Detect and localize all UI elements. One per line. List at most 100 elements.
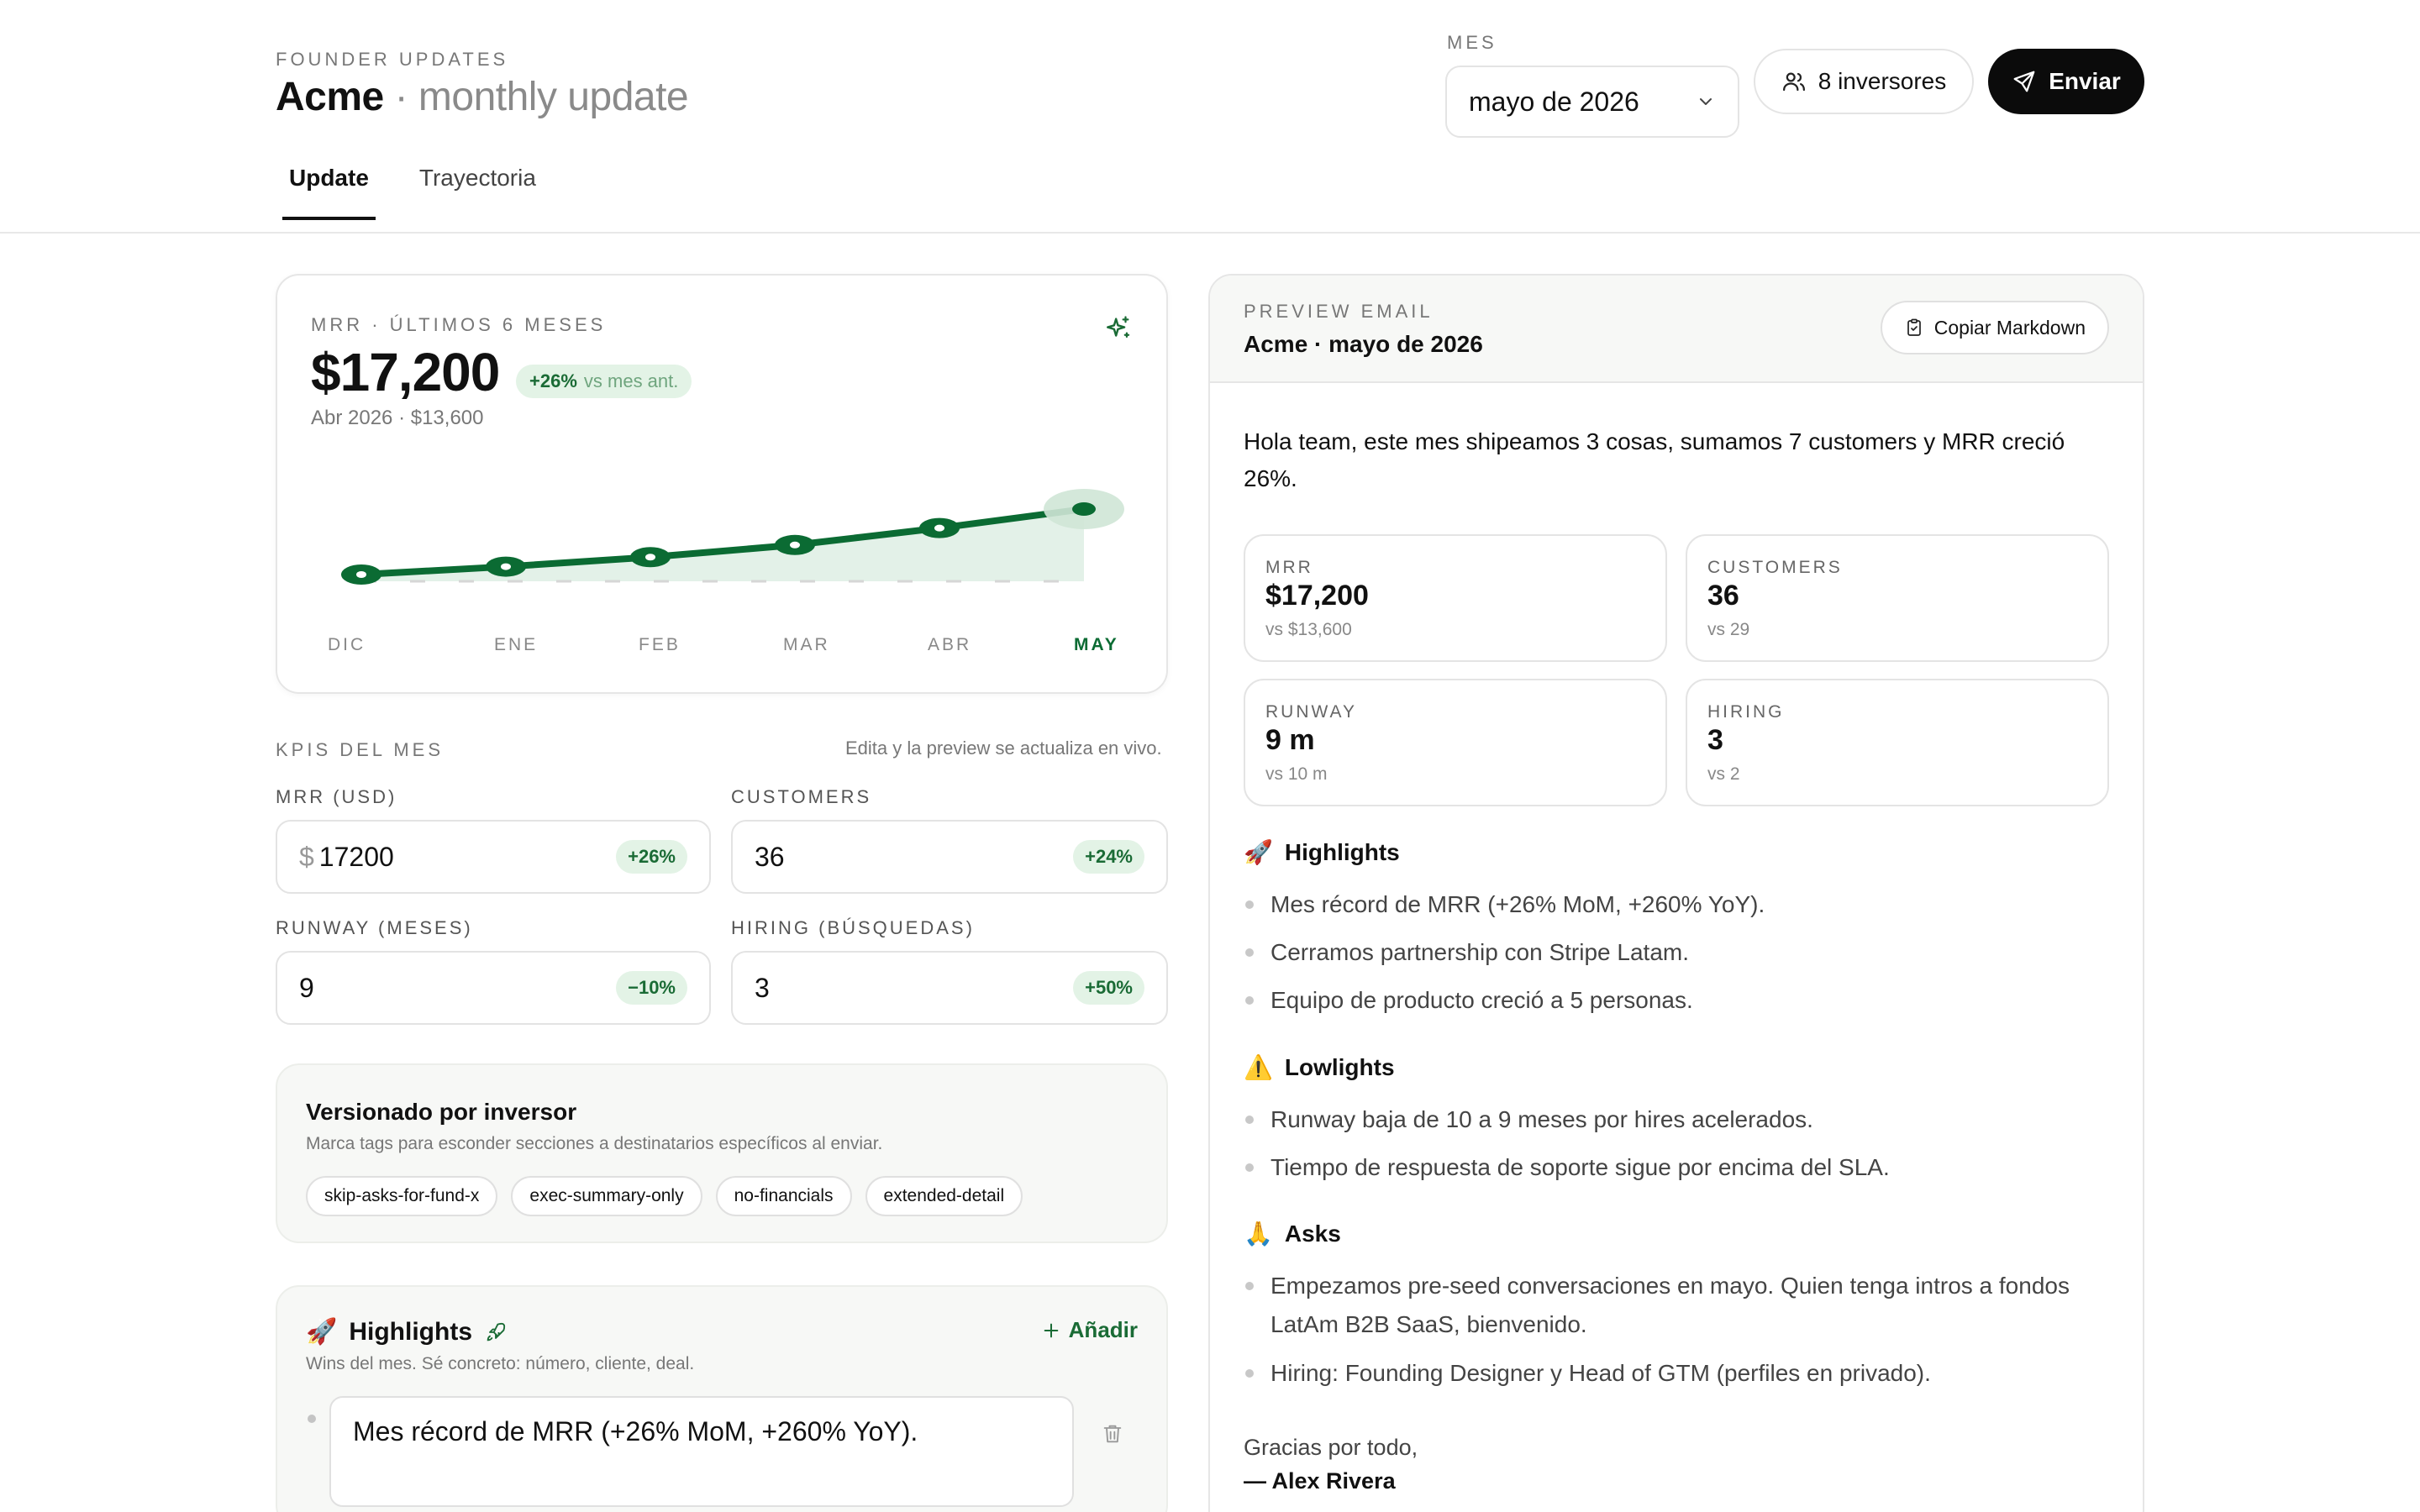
chart-x-tick-label: ENE	[494, 635, 538, 654]
chart-x-tick-label: MAR	[783, 635, 830, 654]
list-item: Equipo de producto creció a 5 personas.	[1244, 981, 2118, 1020]
stat-card-hiring: HIRING 3 vs 2	[1686, 679, 2109, 806]
drag-handle[interactable]	[308, 1415, 316, 1423]
hiring-field-delta: +50%	[1073, 971, 1144, 1005]
send-button[interactable]: Enviar	[1988, 49, 2144, 114]
section-heading-highlights: 🚀 Highlights	[1244, 838, 1400, 866]
highlights-editor-title-text: Highlights	[349, 1317, 473, 1346]
customers-field[interactable]: 36 +24%	[731, 820, 1168, 894]
chart-x-tick-label: ABR	[928, 635, 971, 654]
mrr-previous: Abr 2026 · $13,600	[311, 407, 484, 429]
highlight-textarea[interactable]: Mes récord de MRR (+26% MoM, +260% YoY).	[329, 1396, 1074, 1507]
mrr-delta-value: +26%	[529, 370, 577, 391]
section-title: Highlights	[1284, 838, 1400, 865]
copy-markdown-label: Copiar Markdown	[1933, 316, 2086, 339]
copy-markdown-button[interactable]: Copiar Markdown	[1880, 301, 2109, 354]
sparkles-icon[interactable]	[1104, 314, 1133, 343]
chart-area	[361, 509, 1084, 581]
chart-point-center	[934, 524, 944, 532]
highlights-editor-card: 🚀 Highlights Añadir Wins del mes. Sé con…	[276, 1285, 1168, 1512]
versioning-title: Versionado por inversor	[306, 1099, 577, 1125]
investors-button[interactable]: 8 inversores	[1754, 49, 1974, 114]
mrr-delta-suffix: vs mes ant.	[583, 370, 679, 391]
section-heading-asks: 🙏 Asks	[1244, 1220, 1341, 1247]
chart-point-center	[356, 571, 366, 578]
email-subject: Acme · mayo de 2026	[1244, 331, 1483, 357]
investors-button-label: 8 inversores	[1818, 68, 1947, 94]
mrr-chart: DIC ENE FEB MAR ABR MAY	[328, 489, 1124, 654]
stat-label: MRR	[1265, 558, 1313, 577]
page-title: Acme · monthly update	[276, 74, 689, 120]
chart-point	[1072, 502, 1096, 516]
highlights-editor-title: 🚀 Highlights	[306, 1317, 508, 1347]
section-title: Lowlights	[1284, 1053, 1395, 1080]
trash-icon[interactable]	[1101, 1421, 1124, 1446]
chevron-down-icon	[1700, 98, 1712, 105]
list-item: Runway baja de 10 a 9 meses por hires ac…	[1244, 1100, 2118, 1139]
customers-field-label: CUSTOMERS	[731, 786, 872, 807]
month-label: MES	[1447, 32, 1497, 53]
page-eyebrow: FOUNDER UPDATES	[276, 49, 509, 70]
stat-card-mrr: MRR $17,200 vs $13,600	[1244, 534, 1667, 662]
rocket-icon: 🚀	[306, 1318, 338, 1346]
pray-icon: 🙏	[1244, 1221, 1273, 1247]
hiring-field-label: HIRING (BÚSQUEDAS)	[731, 917, 975, 938]
tab-update[interactable]: Update	[282, 165, 376, 220]
month-select-value: mayo de 2026	[1469, 86, 1639, 117]
warning-icon: ⚠️	[1244, 1054, 1273, 1080]
tag-chip[interactable]: extended-detail	[865, 1176, 1023, 1216]
page-title-suffix: · monthly update	[394, 75, 689, 119]
users-icon	[1782, 72, 1805, 92]
mrr-field-value: 17200	[318, 841, 394, 872]
versioning-subtitle: Marca tags para esconder secciones a des…	[306, 1134, 883, 1153]
stat-card-runway: RUNWAY 9 m vs 10 m	[1244, 679, 1667, 806]
stat-value: $17,200	[1265, 580, 1369, 612]
mrr-chart-card: MRR · ÚLTIMOS 6 MESES $17,200 +26% vs me…	[276, 274, 1168, 694]
stat-label: RUNWAY	[1265, 702, 1357, 722]
tag-chip[interactable]: no-financials	[715, 1176, 852, 1216]
versioning-card: Versionado por inversor Marca tags para …	[276, 1063, 1168, 1243]
tab-trayectoria[interactable]: Trayectoria	[418, 165, 536, 191]
mrr-field[interactable]: $17200 +26%	[276, 820, 711, 894]
tag-list: skip-asks-for-fund-x exec-summary-only n…	[306, 1176, 1023, 1216]
send-button-label: Enviar	[2049, 68, 2121, 94]
chart-x-tick-label: FEB	[639, 635, 681, 654]
stat-previous: vs 29	[1707, 620, 1750, 639]
hiring-field[interactable]: 3 +50%	[731, 951, 1168, 1025]
mrr-delta-badge: +26% vs mes ant.	[516, 365, 692, 398]
hiring-field-value: 3	[755, 972, 770, 1003]
runway-field[interactable]: 9 −10%	[276, 951, 711, 1025]
rocket-outline-icon	[487, 1322, 506, 1341]
chart-x-tick-label: DIC	[328, 635, 366, 654]
email-preview-header: PREVIEW EMAIL Acme · mayo de 2026 Copiar…	[1210, 276, 2143, 383]
runway-field-label: RUNWAY (MESES)	[276, 917, 473, 938]
kpis-hint: Edita y la preview se actualiza en vivo.	[845, 738, 1162, 759]
section-title: Asks	[1284, 1220, 1341, 1247]
chart-series-line	[358, 506, 1087, 578]
list-item: Cerramos partnership con Stripe Latam.	[1244, 933, 2118, 972]
runway-field-value: 9	[299, 972, 314, 1003]
stat-previous: vs 10 m	[1265, 764, 1328, 784]
rocket-icon: 🚀	[1244, 839, 1273, 865]
list-item-continuation: LatAm B2B SaaS, bienvenido.	[1244, 1305, 2118, 1344]
chart-point-center	[645, 554, 655, 561]
stat-card-customers: CUSTOMERS 36 vs 29	[1686, 534, 2109, 662]
section-heading-lowlights: ⚠️ Lowlights	[1244, 1053, 1395, 1081]
send-icon	[2013, 71, 2035, 92]
stat-previous: vs $13,600	[1265, 620, 1352, 639]
tag-chip[interactable]: exec-summary-only	[511, 1176, 702, 1216]
chart-point-center	[790, 541, 800, 549]
add-highlight-button[interactable]: Añadir	[1042, 1317, 1138, 1343]
mrr-field-delta: +26%	[616, 840, 687, 874]
stat-label: HIRING	[1707, 702, 1785, 722]
mrr-value: $17,200	[311, 342, 500, 402]
add-highlight-label: Añadir	[1068, 1317, 1138, 1342]
month-select[interactable]: mayo de 2026	[1445, 66, 1739, 138]
tab-divider	[0, 232, 2420, 234]
email-signer: — Alex Rivera	[1244, 1468, 1396, 1494]
stat-value: 3	[1707, 724, 1723, 756]
mrr-card-eyebrow: MRR · ÚLTIMOS 6 MESES	[311, 314, 607, 335]
mrr-field-label: MRR (USD)	[276, 786, 397, 807]
tag-chip[interactable]: skip-asks-for-fund-x	[306, 1176, 498, 1216]
email-preview-card: PREVIEW EMAIL Acme · mayo de 2026 Copiar…	[1208, 274, 2144, 1512]
